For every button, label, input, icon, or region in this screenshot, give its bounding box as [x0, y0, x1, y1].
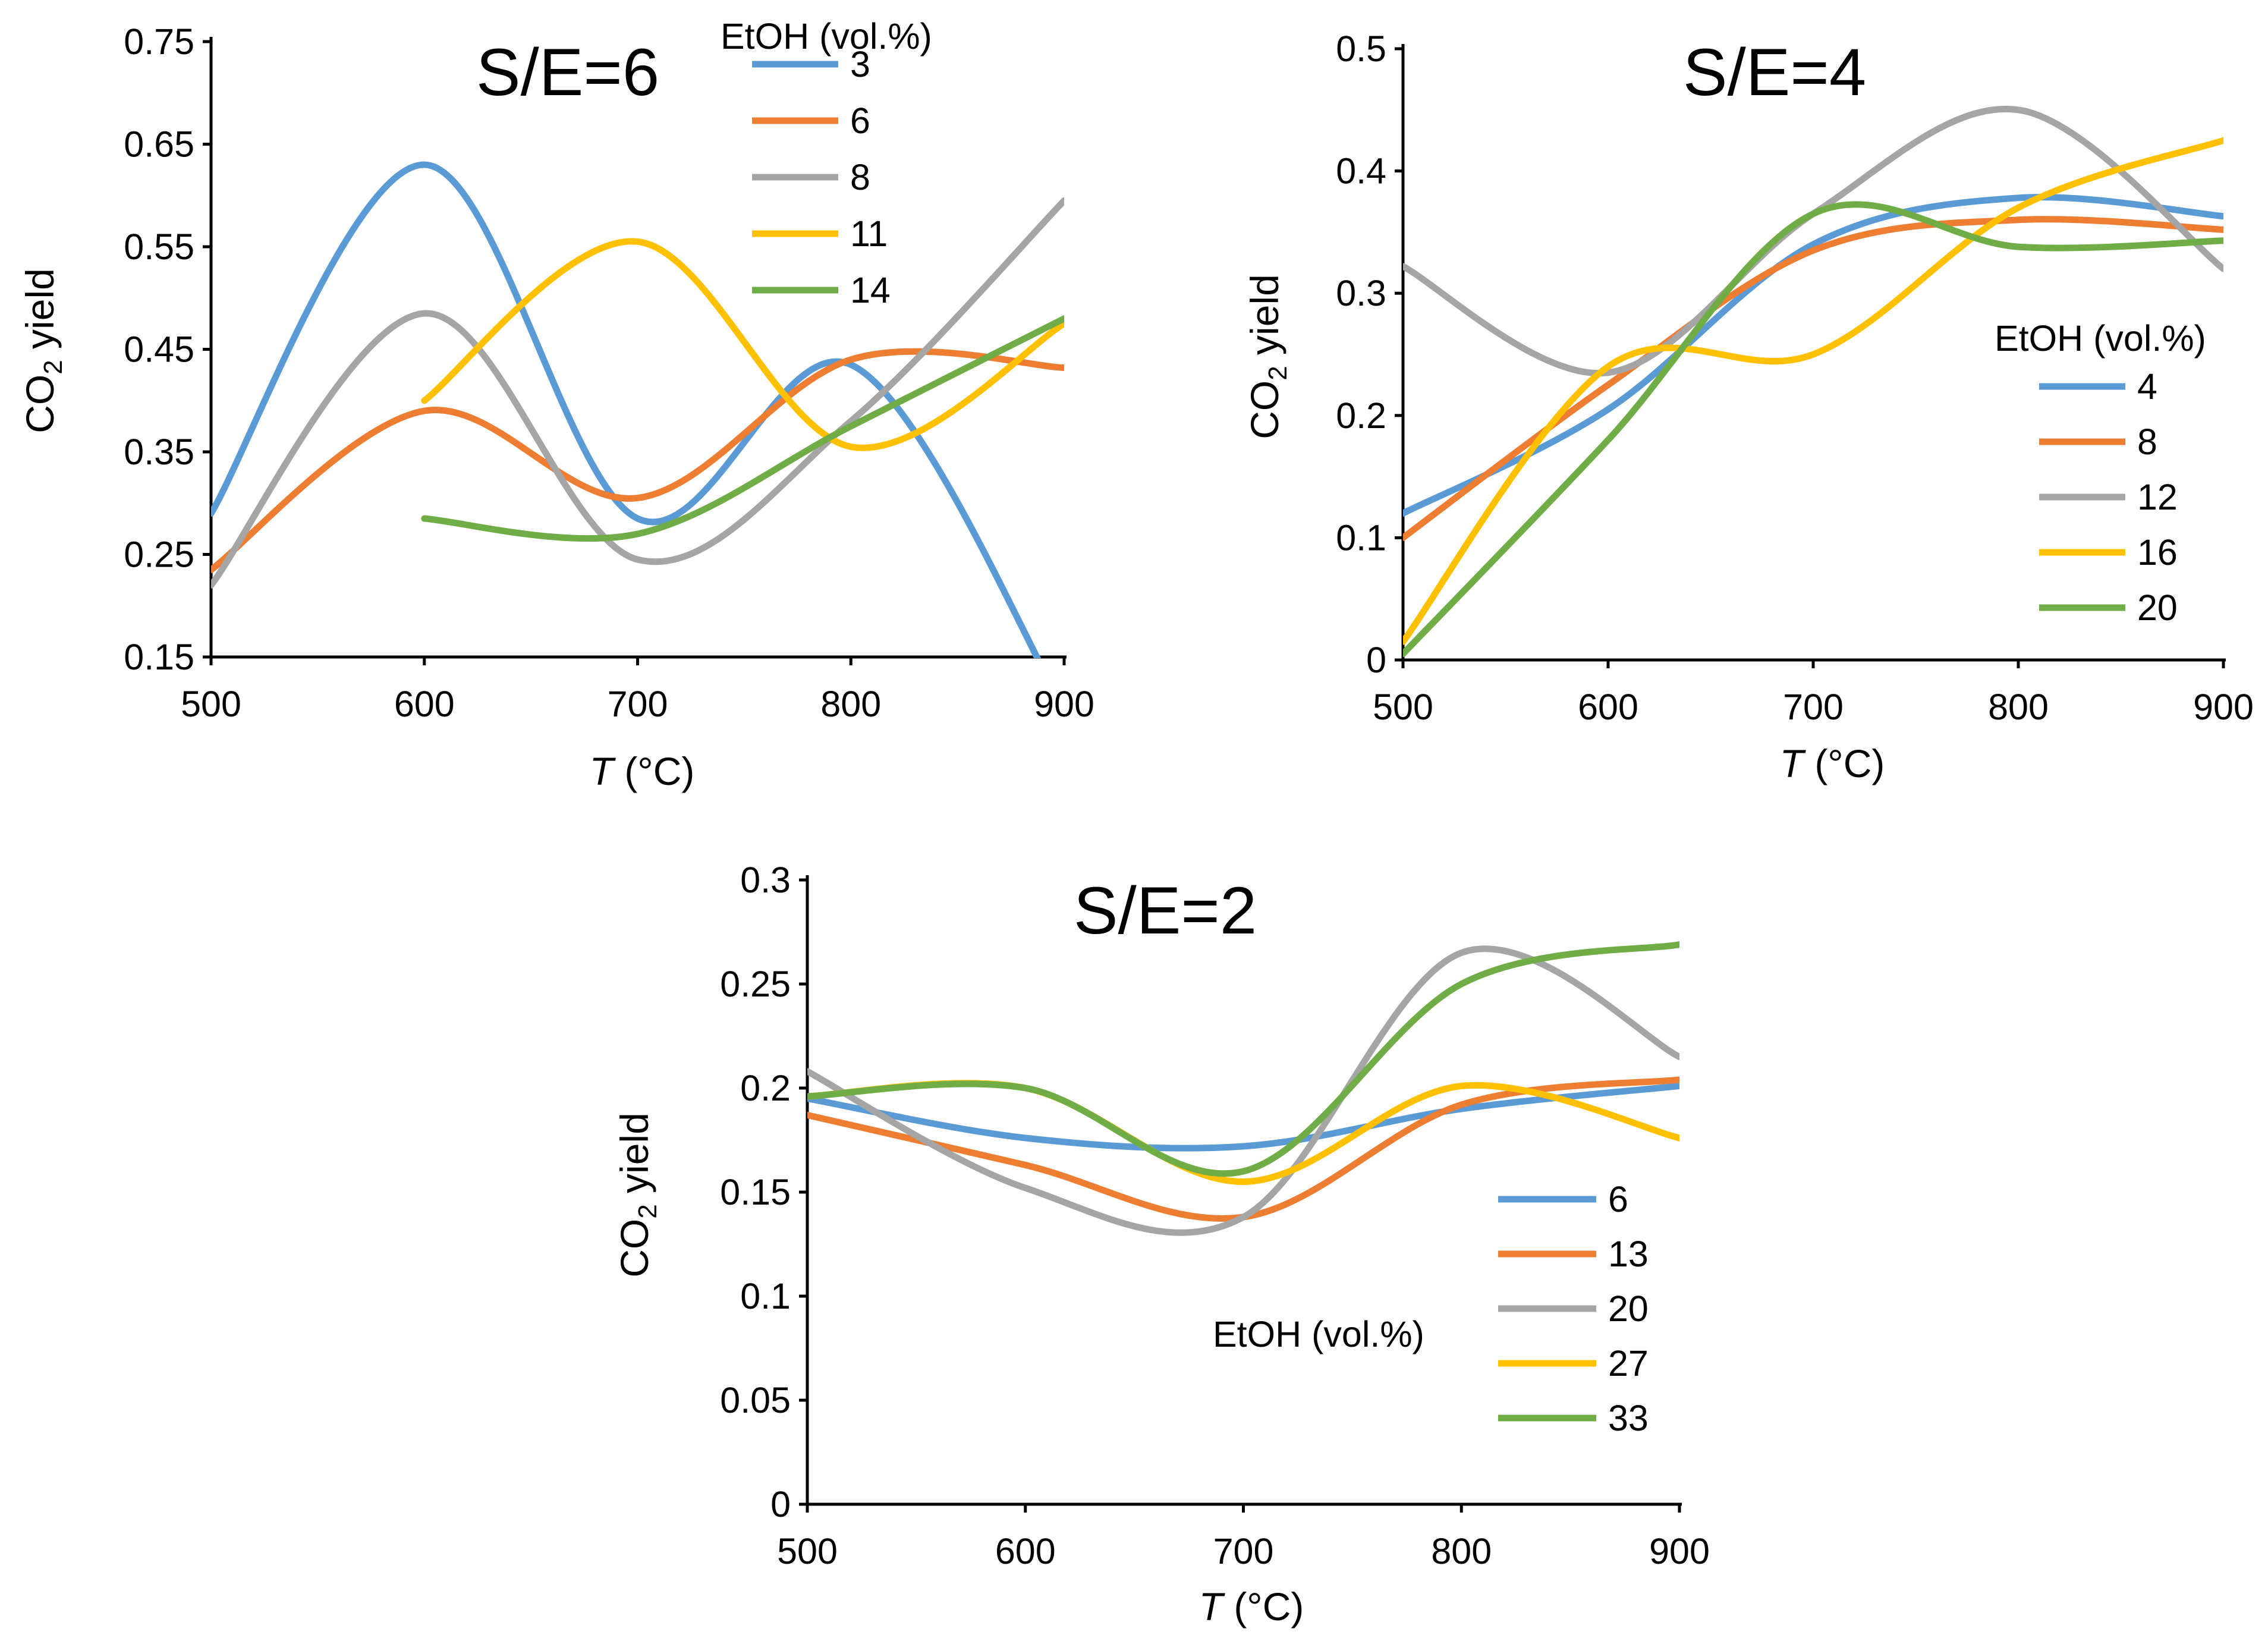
legend-title: EtOH (vol.%) [1995, 318, 2206, 359]
series-line-20 [1403, 201, 2223, 658]
legend-label-4: 4 [2137, 366, 2157, 407]
legend-label-6: 6 [1608, 1179, 1628, 1219]
legend-label-3: 3 [850, 44, 870, 84]
y-tick-label: 0.05 [720, 1380, 791, 1420]
chart-title: S/E=6 [476, 35, 659, 109]
legend-label-33: 33 [1608, 1398, 1649, 1438]
y-tick-label: 0.15 [124, 637, 194, 677]
x-tick-label: 500 [181, 684, 241, 724]
series-line-8 [1403, 216, 2223, 541]
x-axis-label: T (°C) [590, 749, 695, 793]
x-tick-label: 900 [2193, 687, 2254, 727]
x-tick-label: 900 [1034, 684, 1094, 724]
x-tick-label: 800 [1431, 1531, 1492, 1571]
x-tick-label: 500 [1373, 687, 1433, 727]
series-line-3 [211, 161, 1042, 658]
y-tick-label: 0.2 [740, 1068, 791, 1108]
y-tick-label: 0.1 [740, 1276, 791, 1316]
x-tick-label: 700 [1783, 687, 1844, 727]
series-line-14 [421, 315, 1064, 542]
y-tick-label: 0.4 [1336, 151, 1386, 191]
legend-label-14: 14 [850, 270, 891, 310]
legend-label-8: 8 [850, 157, 870, 197]
chart-s-e-2: S/E=2 T (°C) CO2 yield EtOH (vol.%) 0 0.0… [612, 860, 1710, 1629]
y-tick-label: 0.15 [720, 1172, 791, 1212]
y-axis-label: CO2 yield [18, 268, 68, 433]
y-tick-label: 0.2 [1336, 395, 1386, 436]
chart-title: S/E=4 [1683, 35, 1866, 109]
chart-s-e-6: S/E=6 T (°C) CO2 yield EtOH (vol.%) 0.15… [18, 16, 1094, 793]
y-tick-label: 0.3 [1336, 273, 1386, 313]
x-tick-label: 700 [1213, 1531, 1274, 1571]
y-tick-label: 0 [1366, 640, 1386, 680]
x-tick-label: 700 [608, 684, 668, 724]
series-line-11 [421, 238, 1064, 451]
y-tick-label: 0.65 [124, 124, 194, 165]
y-tick-label: 0.55 [124, 227, 194, 267]
y-tick-label: 0.25 [124, 535, 194, 575]
chart-title: S/E=2 [1074, 873, 1257, 948]
series-line-8 [211, 197, 1064, 589]
y-tick-label: 0 [770, 1484, 791, 1524]
x-tick-label: 600 [1578, 687, 1638, 727]
series-line-33 [807, 941, 1679, 1177]
legend-title: EtOH (vol.%) [1213, 1314, 1424, 1354]
legend-label-27: 27 [1608, 1343, 1649, 1384]
legend-label-13: 13 [1608, 1234, 1649, 1274]
series-line-4 [1403, 194, 2223, 517]
y-tick-label: 0.1 [1336, 517, 1386, 558]
x-tick-label: 800 [820, 684, 881, 724]
series-line-6 [807, 1083, 1679, 1152]
y-tick-label: 0.45 [124, 329, 194, 370]
legend-label-6: 6 [850, 100, 870, 141]
x-tick-label: 600 [995, 1531, 1056, 1571]
x-tick-label: 500 [777, 1531, 838, 1571]
chart-s-e-4: S/E=4 T (°C) CO2 yield EtOH (vol.%) 0 0.1… [1242, 29, 2254, 785]
y-tick-label: 0.35 [124, 432, 194, 472]
legend-label-20: 20 [2137, 587, 2178, 628]
legend-label-11: 11 [850, 213, 888, 254]
x-axis-label: T (°C) [1780, 741, 1885, 785]
series-line-6 [211, 348, 1064, 573]
y-tick-label: 0.3 [740, 860, 791, 900]
y-tick-label: 0.25 [720, 964, 791, 1004]
legend-label-12: 12 [2137, 477, 2178, 517]
legend-title: EtOH (vol.%) [721, 16, 932, 56]
legend-label-20: 20 [1608, 1288, 1649, 1329]
x-axis-label: T (°C) [1199, 1585, 1304, 1629]
x-tick-label: 600 [394, 684, 455, 724]
legend-label-16: 16 [2137, 532, 2178, 573]
x-tick-label: 800 [1988, 687, 2049, 727]
y-axis-label: CO2 yield [612, 1112, 662, 1278]
legend-label-8: 8 [2137, 422, 2157, 462]
y-tick-label: 0.75 [124, 21, 194, 62]
y-tick-label: 0.5 [1336, 29, 1386, 69]
y-axis-label: CO2 yield [1242, 274, 1292, 439]
series-line-16 [1403, 137, 2223, 645]
x-tick-label: 900 [1649, 1531, 1710, 1571]
series-line-27 [807, 1080, 1679, 1186]
